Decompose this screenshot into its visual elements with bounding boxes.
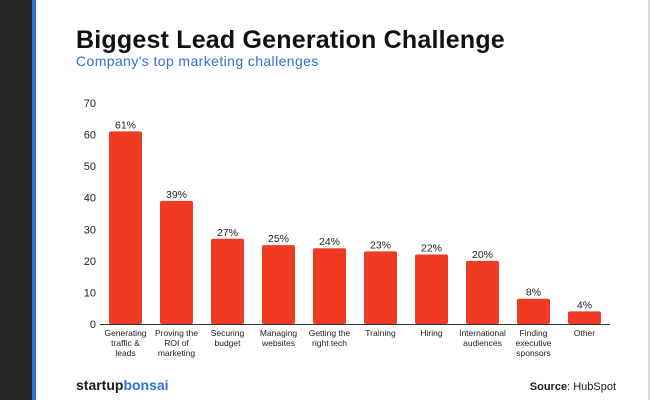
- chart-title: Biggest Lead Generation Challenge: [76, 26, 505, 54]
- x-tick-label: Proving the ROI of marketing: [155, 328, 198, 358]
- blue-accent-line: [32, 0, 36, 400]
- source-label: Source: [529, 381, 568, 393]
- x-tick-label: Finding executive sponsors: [516, 328, 552, 358]
- data-label: 61%: [115, 119, 136, 131]
- y-tick-label: 70: [84, 98, 96, 110]
- data-label: 25%: [268, 233, 289, 245]
- data-label: 20%: [472, 249, 493, 261]
- data-label: 23%: [370, 239, 391, 251]
- x-tick-label: Getting the right tech: [309, 328, 351, 348]
- x-tick-label: Training: [365, 328, 396, 338]
- x-tick-label: Other: [574, 328, 595, 338]
- bar: [364, 251, 397, 324]
- data-label: 39%: [166, 189, 187, 201]
- y-tick-label: 40: [84, 193, 96, 205]
- brand-part-startup: startup: [76, 377, 124, 393]
- left-dark-sidebar: [0, 0, 32, 400]
- x-tick-label: Managing websites: [260, 328, 298, 348]
- brand-part-bonsai: bonsai: [123, 377, 169, 393]
- y-tick-label: 50: [84, 161, 96, 173]
- x-tick-label: Securing budget: [211, 328, 245, 348]
- data-label: 27%: [217, 227, 238, 239]
- axis-layer: 0 10 20 30 40 50 60 70: [84, 98, 610, 331]
- data-label: 22%: [421, 243, 442, 255]
- y-tick-label: 0: [90, 319, 96, 331]
- chart-subtitle: Company's top marketing challenges: [76, 53, 319, 69]
- bar: [109, 131, 142, 324]
- bar: [160, 200, 193, 324]
- y-tick-label: 20: [84, 256, 96, 268]
- bar: [466, 260, 499, 324]
- bar: [568, 311, 601, 324]
- brand-logo: startupbonsai: [76, 377, 169, 393]
- source-credit: Source: HubSpot: [530, 381, 616, 393]
- bar: [211, 238, 244, 324]
- data-label: 24%: [319, 236, 340, 248]
- x-tick-label: Generating traffic & leads: [104, 328, 146, 358]
- right-edge-line: [648, 0, 650, 400]
- y-tick-label: 30: [84, 224, 96, 236]
- bar: [517, 298, 550, 324]
- bars-layer: [109, 131, 601, 324]
- data-label: 4%: [577, 299, 592, 311]
- data-label: 8%: [526, 287, 541, 299]
- bar: [415, 254, 448, 324]
- source-separator: :: [567, 381, 574, 393]
- bar: [262, 245, 295, 324]
- x-tick-label: Hiring: [420, 328, 442, 338]
- bar: [313, 248, 346, 324]
- labels-layer: 61% Generating traffic & leads 39% Proving th…: [104, 119, 595, 358]
- y-tick-label: 10: [84, 287, 96, 299]
- source-value: HubSpot: [573, 381, 616, 393]
- x-tick-label: International audiences: [459, 328, 506, 348]
- y-tick-label: 60: [84, 130, 96, 142]
